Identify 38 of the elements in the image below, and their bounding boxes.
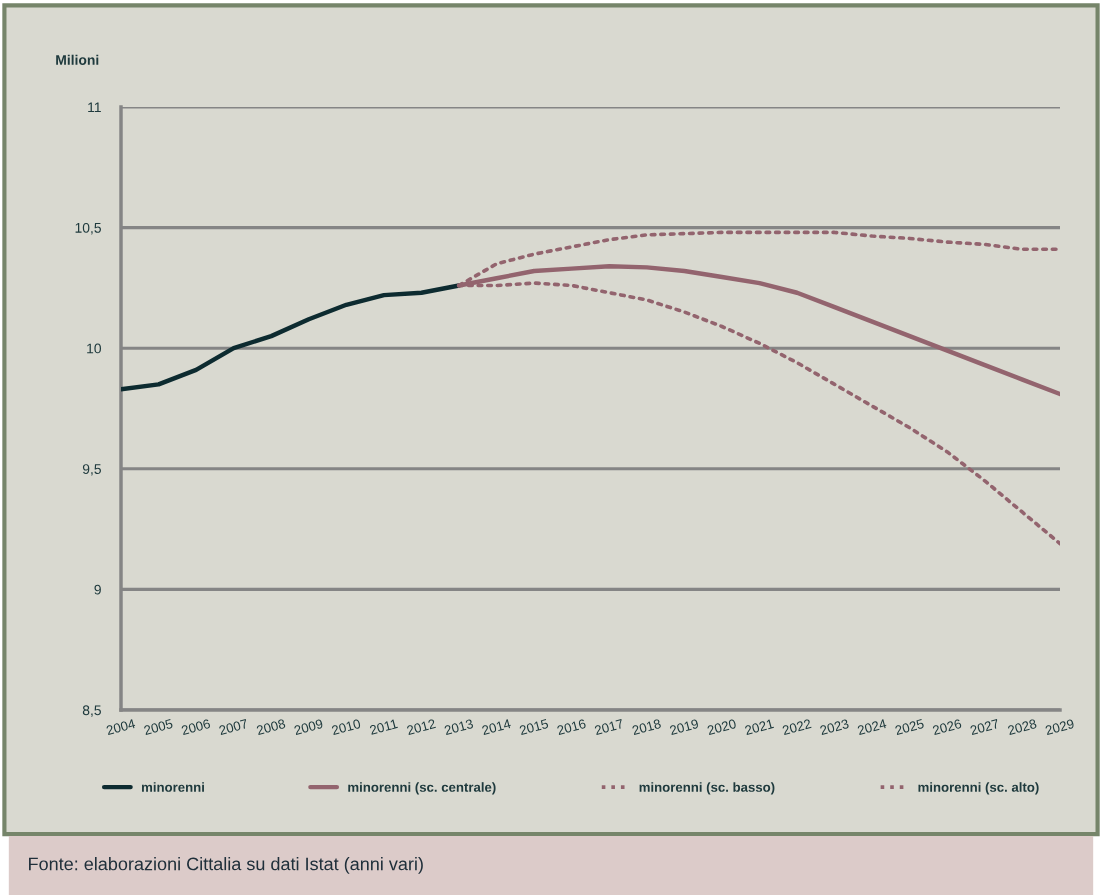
y-tick-label: 11 — [88, 102, 101, 113]
x-tick-label: 2011 — [369, 718, 398, 735]
legend-label: minorenni (sc. alto) — [918, 782, 1039, 795]
x-tick-label: 2029 — [1044, 718, 1075, 736]
y-tick-label: 10,5 — [75, 222, 101, 235]
x-tick-label: 2014 — [481, 718, 512, 736]
x-tick-label: 2009 — [293, 718, 324, 736]
legend-label: minorenni (sc. centrale) — [348, 782, 496, 795]
x-tick-label: 2021 — [744, 718, 774, 736]
y-tick-label: 9,5 — [82, 464, 101, 476]
legend-label: minorenni — [141, 782, 204, 792]
x-tick-label: 2004 — [105, 718, 136, 736]
y-tick-label: 10 — [87, 343, 102, 354]
x-tick-label: 2017 — [594, 718, 624, 736]
x-tick-label: 2026 — [932, 718, 962, 736]
y-axis-title: Milioni — [56, 54, 99, 65]
x-tick-label: 2025 — [894, 718, 925, 736]
x-tick-label: 2020 — [706, 718, 737, 736]
x-tick-label: 2024 — [857, 718, 887, 736]
source-note: Fonte: elaborazioni Cittalia su dati Istat (anni vari) — [29, 857, 423, 874]
x-tick-label: 2015 — [519, 718, 549, 736]
x-tick-label: 2027 — [969, 718, 1000, 736]
x-tick-label: 2013 — [444, 718, 474, 736]
x-tick-label: 2005 — [143, 718, 174, 736]
x-tick-label: 2007 — [218, 718, 249, 736]
x-tick-label: 2012 — [406, 718, 436, 736]
x-tick-label: 2006 — [181, 718, 211, 736]
y-tick-label: 8,5 — [82, 705, 101, 717]
y-tick-label: 9 — [94, 584, 101, 595]
x-tick-label: 2016 — [556, 718, 587, 736]
legend-label: minorenni (sc. basso) — [639, 782, 775, 795]
x-tick-label: 2022 — [782, 718, 812, 736]
x-tick-label: 2028 — [1007, 718, 1037, 736]
x-tick-label: 2023 — [819, 718, 850, 736]
x-tick-label: 2008 — [256, 718, 286, 736]
x-tick-label: 2018 — [631, 718, 662, 736]
x-tick-label: 2010 — [331, 718, 361, 736]
x-tick-label: 2019 — [669, 718, 699, 736]
